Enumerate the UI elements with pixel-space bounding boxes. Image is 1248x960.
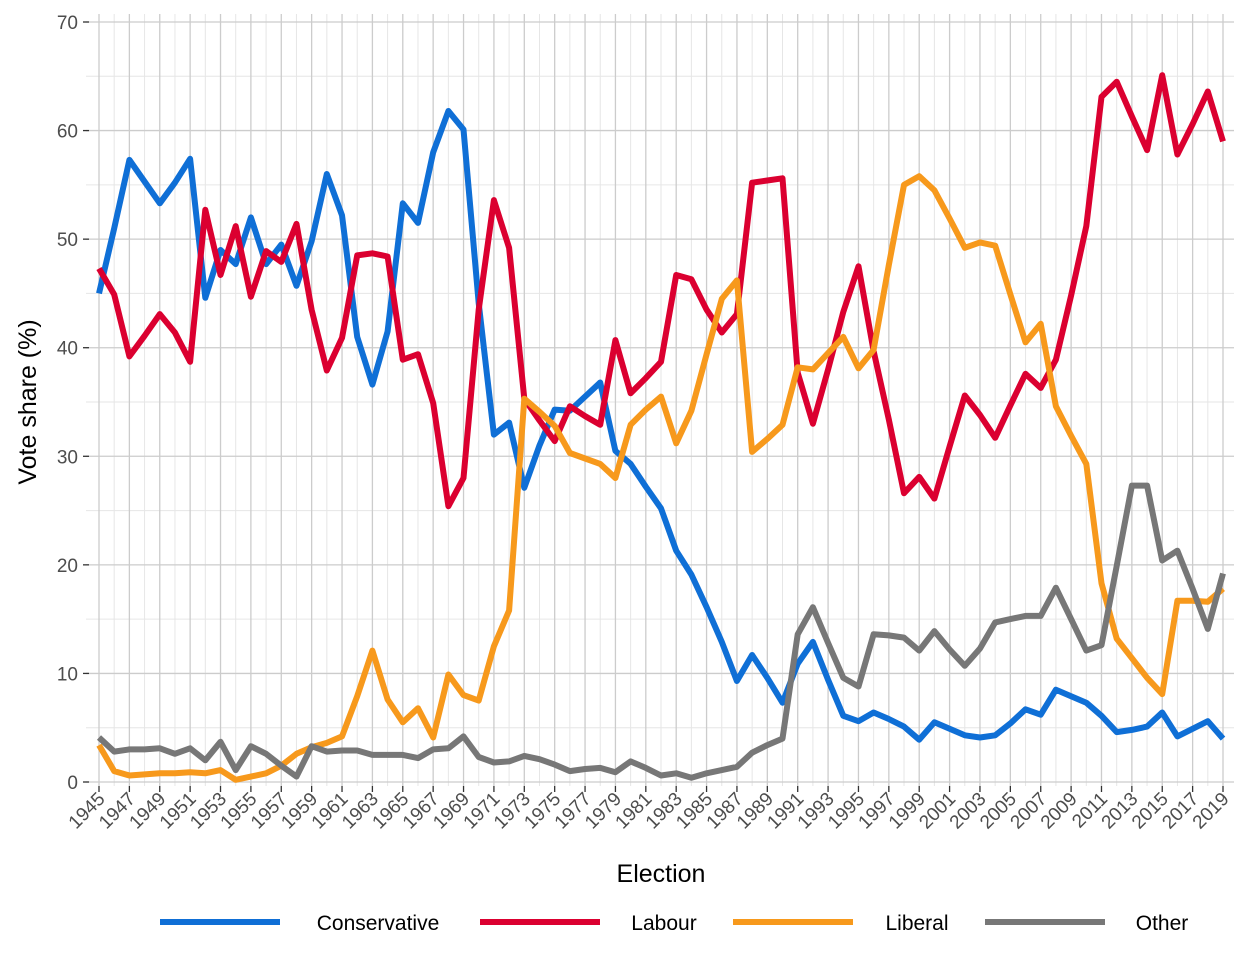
y-tick-label: 0 xyxy=(67,773,78,794)
series-line-liberal xyxy=(96,173,1225,783)
grid-layer xyxy=(86,14,1234,786)
legend-label-liberal: Liberal xyxy=(885,912,948,935)
legend-label-labour: Labour xyxy=(631,912,696,935)
legend-item-liberal: Liberal xyxy=(733,912,949,935)
legend-label-other: Other xyxy=(1136,912,1189,935)
series-layer xyxy=(96,72,1226,783)
y-tick-label: 40 xyxy=(57,339,78,360)
y-tick-label: 70 xyxy=(57,13,78,34)
y-tick-label: 30 xyxy=(57,447,78,468)
y-axis-title: Vote share (%) xyxy=(14,319,42,484)
y-tick-label: 20 xyxy=(57,556,78,577)
legend-item-conservative: Conservative xyxy=(160,912,439,935)
legend-item-labour: Labour xyxy=(480,912,697,935)
y-tick-label: 60 xyxy=(57,122,78,143)
legend: Conservative Labour Liberal Other xyxy=(160,912,1188,935)
y-tick-label: 10 xyxy=(57,664,78,685)
legend-item-other: Other xyxy=(985,912,1188,935)
legend-label-conservative: Conservative xyxy=(317,912,440,935)
y-tick-label: 50 xyxy=(57,230,78,251)
series-line-other xyxy=(96,482,1226,781)
series-line-labour xyxy=(96,72,1226,510)
x-tick-label: 2019 xyxy=(1189,789,1234,834)
series-line-conservative xyxy=(96,108,1226,743)
x-axis-title: Election xyxy=(617,860,706,888)
